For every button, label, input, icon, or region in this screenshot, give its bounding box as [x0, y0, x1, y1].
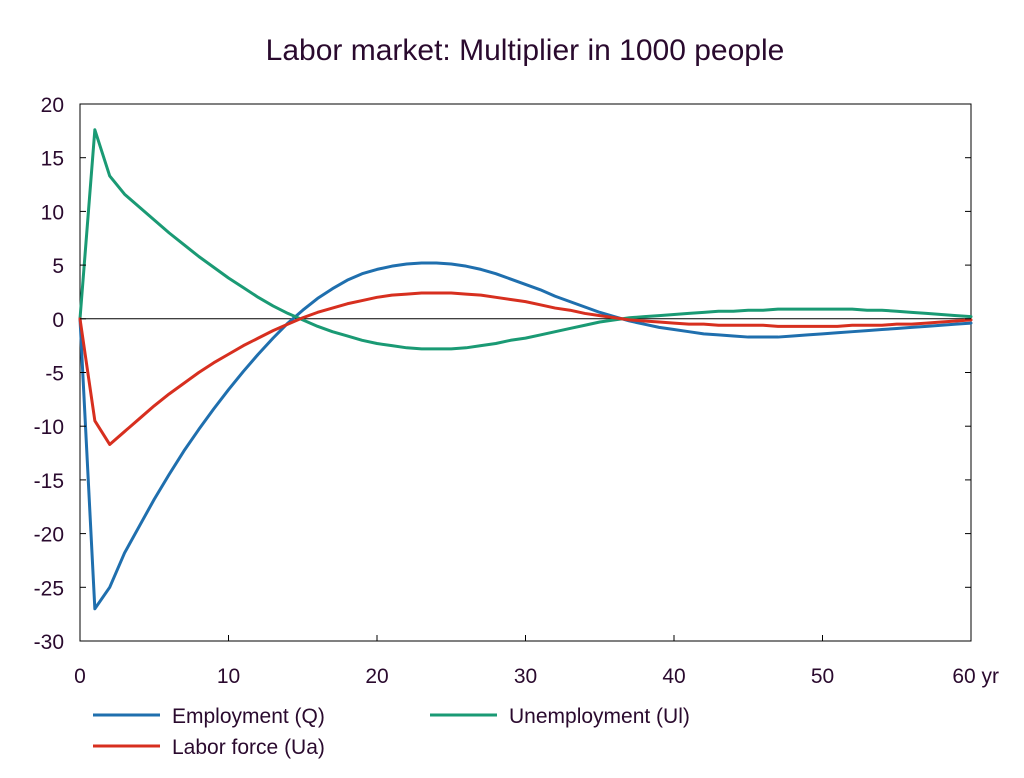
x-tick-label: 60 yr [952, 665, 999, 688]
y-tick-label: 0 [52, 309, 64, 332]
x-tick-label: 40 [662, 665, 685, 688]
y-tick-label: 10 [41, 201, 64, 224]
y-tick-label: -5 [45, 363, 64, 386]
x-tick-label: 10 [217, 665, 240, 688]
y-axis: 20 15 10 5 0 -5 -10 -15 -20 -25 -30 [34, 94, 971, 654]
y-tick-label: -30 [34, 631, 64, 654]
y-tick-label: -20 [34, 524, 64, 547]
legend-label-employment: Employment (Q) [172, 705, 325, 728]
legend: Employment (Q) Unemployment (Ul) Labor f… [93, 705, 690, 759]
plot-area [79, 103, 972, 642]
y-tick-label: 20 [41, 94, 64, 117]
x-tick-label: 30 [514, 665, 537, 688]
x-tick-label: 50 [811, 665, 834, 688]
series-line-labor-force-ua [78, 291, 973, 446]
plot-border [79, 103, 972, 642]
legend-label-labor-force: Labor force (Ua) [172, 736, 325, 759]
x-tick-label: 0 [74, 665, 86, 688]
x-tick-label: 20 [365, 665, 388, 688]
y-tick-label: -10 [34, 416, 64, 439]
x-axis: 0 10 20 30 40 50 60 yr [74, 635, 999, 688]
legend-label-unemployment: Unemployment (Ul) [509, 705, 690, 728]
chart-title: Labor market: Multiplier in 1000 people [266, 34, 785, 67]
y-tick-label: -15 [34, 470, 64, 493]
y-tick-label: -25 [34, 577, 64, 600]
series-lines [78, 128, 973, 611]
series-line-unemployment-ul [78, 128, 973, 351]
series-line-employment-q [78, 261, 973, 611]
y-tick-label: 15 [41, 148, 64, 171]
y-tick-label: 5 [52, 255, 64, 278]
